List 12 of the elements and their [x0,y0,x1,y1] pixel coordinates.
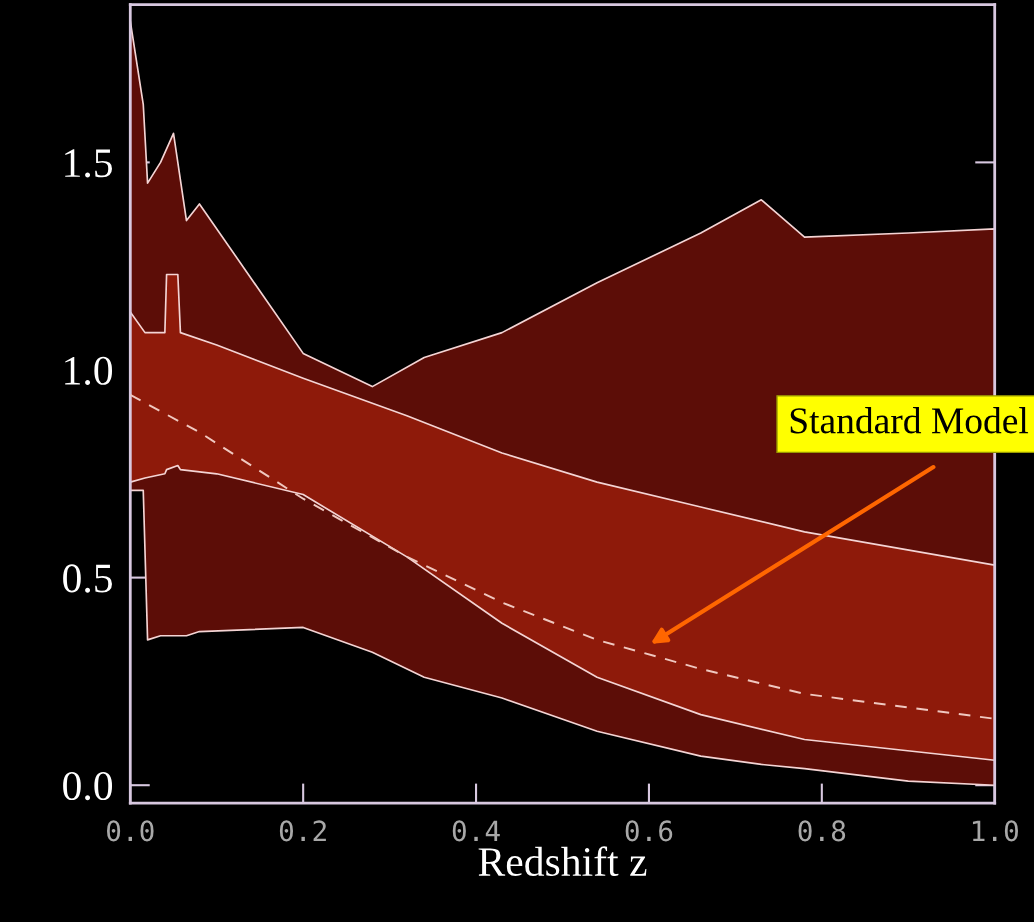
x-tick-label: 0.4 [452,820,500,842]
x-tick-label: 0.2 [279,820,326,842]
x-tick-label: 0.0 [107,820,154,842]
x-tick-label: 0.8 [798,820,846,842]
y-tick-label: 1.0 [65,356,113,386]
annotation: Standard Model [790,407,1029,434]
x-axis-title: Redshift z [478,846,647,877]
y-tick-label: 0.0 [63,771,113,801]
x-tick-label: 0.6 [625,820,673,842]
y-tick-label: 0.5 [63,564,112,593]
y-tick-label: 1.5 [65,149,112,178]
x-tick-label: 1.0 [972,820,1018,842]
